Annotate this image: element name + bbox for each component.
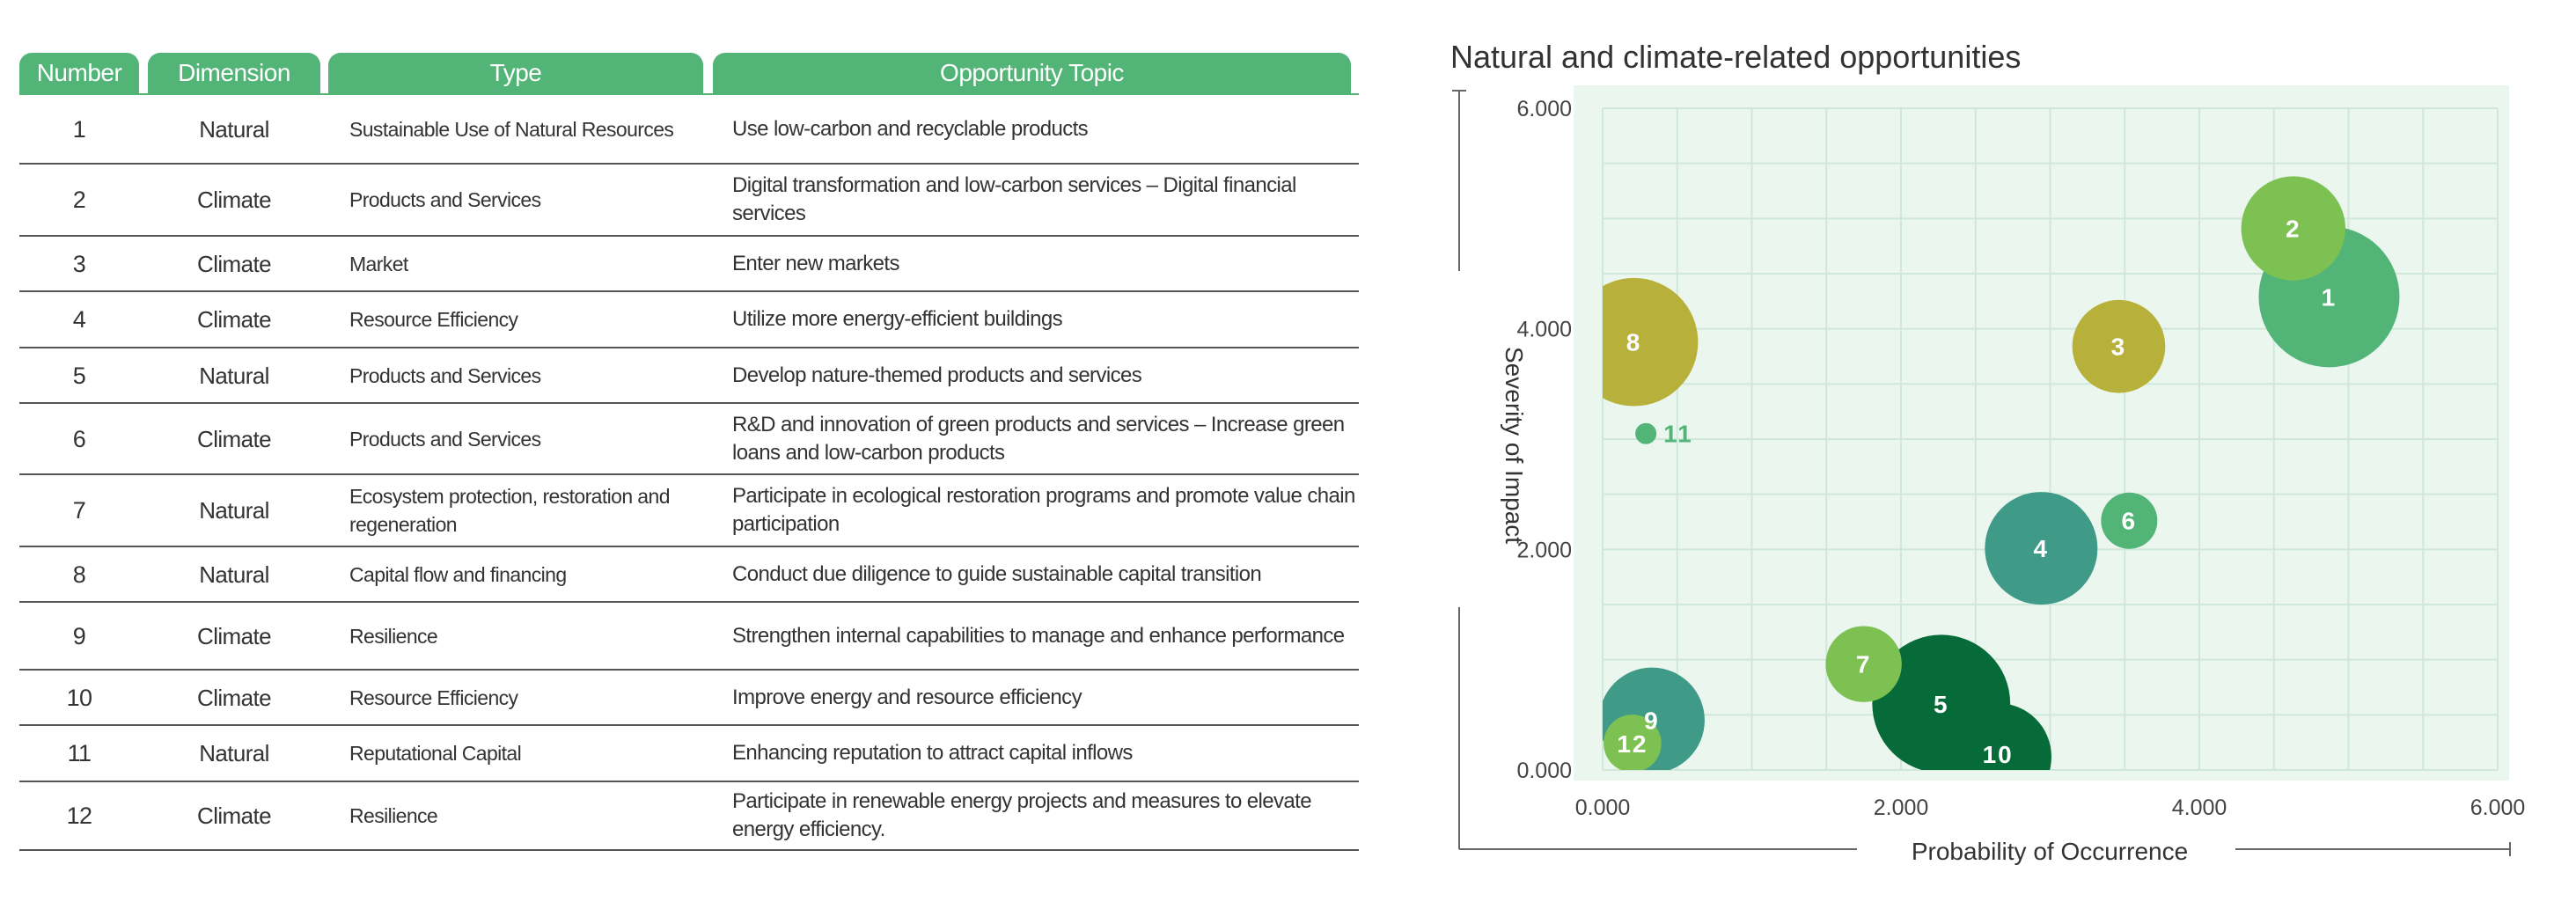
cell-topic: Enhancing reputation to attract capital … (732, 741, 1133, 765)
bubble-label: 6 (2122, 508, 2138, 535)
cell-number: 7 (72, 497, 86, 524)
y-tick-label: 4.000 (1516, 318, 1572, 342)
x-tick-label: 6.000 (2470, 795, 2526, 820)
cell-dimension: Climate (197, 250, 272, 277)
cell-dimension: Climate (197, 803, 272, 829)
header-number: Number (19, 53, 139, 93)
bubble-2 (2241, 176, 2345, 281)
cell-number: 5 (72, 362, 86, 389)
y-tick-label: 6.000 (1516, 97, 1572, 121)
table-row: 2 Climate Products and Services Digital tra… (19, 165, 1359, 237)
bubble-12 (1604, 715, 1662, 770)
cell-number: 1 (72, 115, 86, 143)
bubble-label: 11 (1663, 421, 1693, 448)
bubble-4 (1985, 492, 2098, 605)
cell-type: Resource Efficiency (349, 308, 518, 331)
bubble-10 (1944, 703, 2051, 770)
header-divider (19, 93, 1359, 95)
table-row: 9 Climate Resilience Strengthen internal ca… (19, 603, 1359, 671)
table-row: 5 Natural Products and Services Develop nat… (19, 348, 1359, 404)
cell-type: Reputational Capital (349, 742, 522, 765)
bubble-8 (1603, 277, 1699, 407)
cell-type: Sustainable Use of Natural Resources (349, 117, 674, 141)
cell-number: 8 (72, 561, 86, 588)
cell-number: 12 (66, 803, 92, 829)
table-row: 3 Climate Market Enter new markets (19, 237, 1359, 292)
cell-topic: Participate in renewable energy projects… (732, 789, 1312, 841)
cell-topic: Conduct due diligence to guide sustainab… (732, 561, 1262, 586)
cell-type: Resource Efficiency (349, 685, 518, 709)
bubble-label: 10 (1983, 741, 2014, 768)
cell-type: Resilience (349, 804, 438, 827)
cell-number: 9 (72, 622, 86, 649)
cell-type: Market (349, 252, 408, 275)
cell-number: 10 (66, 684, 92, 711)
bubble-label: 2 (2286, 216, 2301, 243)
cell-topic: R&D and innovation of green products and… (732, 412, 1345, 465)
cell-type: Capital flow and financing (349, 562, 567, 586)
bubble-6 (2101, 492, 2158, 549)
cell-number: 11 (67, 740, 92, 766)
cell-dimension: Natural (199, 362, 269, 389)
chart-title: Natural and climate-related opportunitie… (1450, 39, 2022, 75)
bubble-label: 12 (1617, 730, 1648, 758)
cell-dimension: Natural (199, 115, 269, 143)
bubble-3 (2072, 299, 2166, 393)
cell-topic: Develop nature-themed products and servi… (732, 363, 1142, 387)
cell-number: 3 (72, 250, 86, 277)
bubble-label: 5 (1934, 691, 1949, 718)
header-dimension: Dimension (148, 53, 320, 93)
header-type: Type (328, 53, 703, 93)
cell-type: Products and Services (349, 188, 541, 211)
cell-dimension: Climate (197, 306, 272, 333)
cell-dimension: Climate (197, 622, 272, 649)
bubble-label: 8 (1626, 329, 1642, 356)
bubble-11 (1635, 422, 1657, 444)
cell-dimension: Natural (199, 561, 269, 588)
table-row: 10 Climate Resource Efficiency Improve ener… (19, 671, 1359, 726)
x-tick-label: 2.000 (1874, 795, 1929, 820)
cell-number: 2 (72, 187, 86, 213)
cell-topic: Digital transformation and low-carbon se… (732, 173, 1296, 225)
cell-dimension: Natural (199, 740, 269, 766)
table-row: 4 Climate Resource Efficiency Utilize more … (19, 292, 1359, 348)
bubble-label: 4 (2034, 535, 2050, 562)
cell-dimension: Natural (199, 497, 269, 524)
table-row: 8 Natural Capital flow and financing Conduc… (19, 547, 1359, 603)
cell-dimension: Climate (197, 684, 272, 711)
y-tick-label: 0.000 (1516, 759, 1572, 783)
x-tick-label: 0.000 (1575, 795, 1631, 820)
table-row: 1 Natural Sustainable Use of Natural Resou… (19, 95, 1359, 165)
y-tick-label: 2.000 (1516, 538, 1572, 562)
bubble-7 (1825, 626, 1902, 702)
cell-topic: Strengthen internal capabilities to mana… (732, 623, 1345, 648)
bubble-label: 1 (2322, 283, 2337, 311)
cell-dimension: Climate (197, 425, 272, 452)
bubble-label: 9 (1644, 707, 1660, 735)
x-axis-label: Probability of Occurrence (1912, 838, 2188, 865)
cell-topic: Participate in ecological restoration pr… (732, 484, 1355, 536)
cell-number: 6 (72, 425, 86, 452)
cell-topic: Enter new markets (732, 251, 899, 275)
cell-topic: Use low-carbon and recyclable products (732, 116, 1089, 141)
bubble-label: 7 (1856, 651, 1872, 678)
bubble-label: 3 (2111, 334, 2127, 361)
cell-type: Products and Services (349, 363, 541, 387)
cell-type: Products and Services (349, 427, 541, 451)
cell-topic: Utilize more energy-efficient buildings (732, 307, 1063, 331)
table-row: 11 Natural Reputational Capital Enhancing r… (19, 726, 1359, 782)
cell-type: Ecosystem protection, restoration and re… (349, 485, 670, 536)
plot-background (1574, 85, 2509, 781)
cell-type: Resilience (349, 624, 438, 648)
cell-dimension: Climate (197, 187, 272, 213)
table-row: 6 Climate Products and Services R&D and inn… (19, 404, 1359, 475)
x-tick-label: 4.000 (2172, 795, 2227, 820)
table-row: 7 Natural Ecosystem protection, restoratio… (19, 475, 1359, 547)
header-opportunity-topic: Opportunity Topic (713, 53, 1351, 93)
cell-number: 4 (72, 306, 86, 333)
cell-topic: Improve energy and resource efficiency (732, 685, 1083, 709)
table-row: 12 Climate Resilience Participate in renewa… (19, 782, 1359, 851)
